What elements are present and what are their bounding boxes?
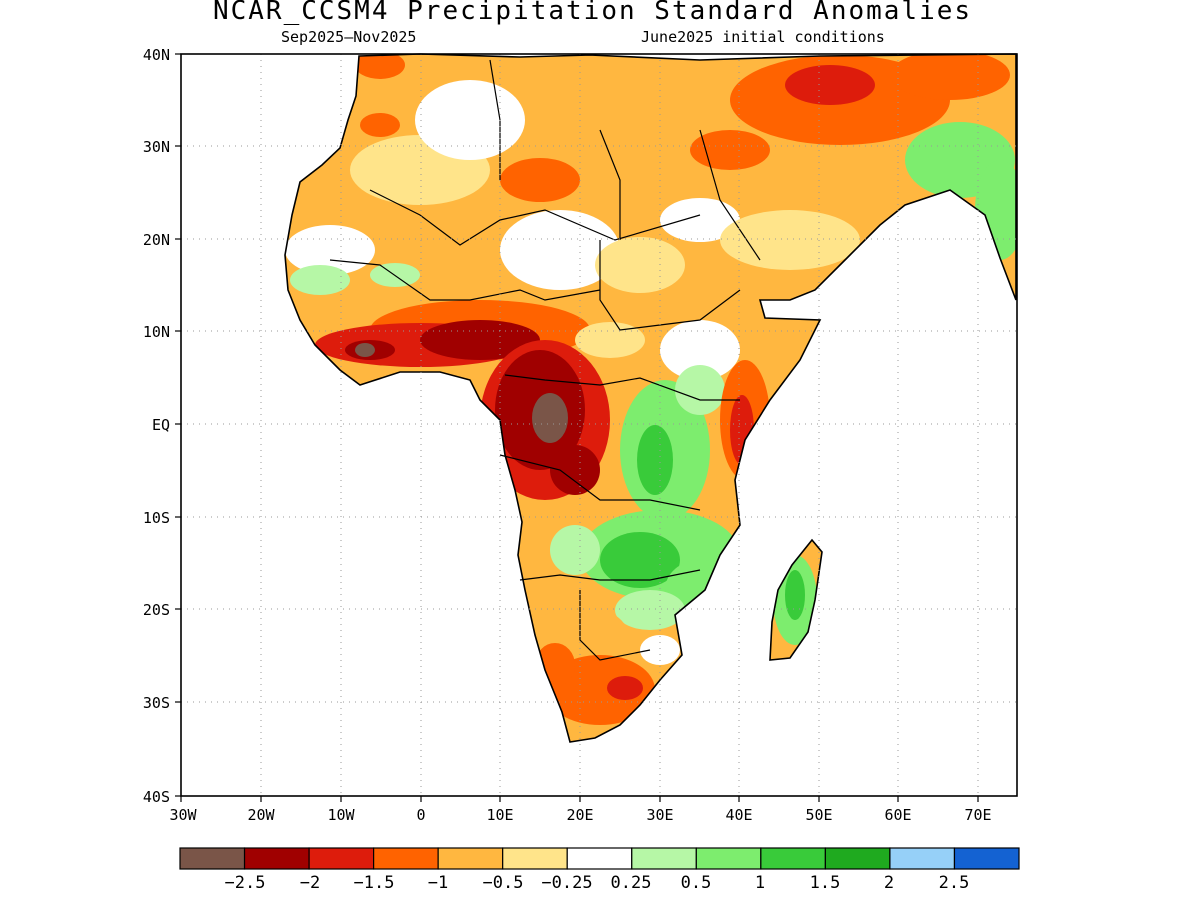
colorbar-label: −2 (300, 873, 320, 893)
colorbar-swatch (824, 847, 891, 870)
lon-label: 20E (566, 806, 593, 824)
colorbar-label: 2 (884, 873, 894, 893)
lat-label: 40S (143, 788, 170, 806)
colorbar-swatch (308, 847, 375, 870)
lon-label: 60E (884, 806, 911, 824)
colorbar-label: −0.5 (483, 873, 524, 893)
initial-conditions: June2025 initial conditions (641, 28, 885, 46)
colorbar-swatches (179, 847, 1020, 870)
lat-axis-labels: 40N 30N 20N 10N EQ 10S 20S 30S 40S (143, 46, 170, 806)
forecast-period: Sep2025—Nov2025 (281, 28, 417, 46)
lon-label: 10E (486, 806, 513, 824)
colorbar-label: 1 (755, 873, 765, 893)
colorbar-swatch (889, 847, 956, 870)
colorbar-swatch (502, 847, 568, 870)
colorbar-label: −0.25 (541, 873, 592, 893)
colorbar-label: 0.25 (611, 873, 652, 893)
colorbar-swatch (179, 847, 246, 870)
colorbar-swatch (695, 847, 762, 870)
colorbar-label: 1.5 (810, 873, 841, 893)
lon-label: 30E (646, 806, 673, 824)
chart-title: NCAR_CCSM4 Precipitation Standard Anomal… (212, 0, 973, 26)
lon-axis-labels: 30W 20W 10W 0 10E 20E 30E 40E 50E 60E 70… (169, 806, 991, 824)
lon-label: 20W (247, 806, 275, 824)
colorbar-label: −2.5 (225, 873, 266, 893)
colorbar-swatch (760, 847, 826, 870)
lat-label: 20N (143, 231, 170, 249)
lon-label: 0 (416, 806, 425, 824)
colorbar-swatch (566, 847, 633, 870)
colorbar-swatch (437, 847, 504, 870)
colorbar: −2.5 −2 −1.5 −1 −0.5 −0.25 0.25 0.5 1 1.… (179, 847, 1020, 893)
colorbar-swatch (373, 847, 439, 870)
plot-frame (180, 53, 1018, 797)
colorbar-label: −1 (428, 873, 448, 893)
lon-label: 40E (725, 806, 752, 824)
lon-label: 50E (805, 806, 832, 824)
colorbar-label: 2.5 (939, 873, 970, 893)
colorbar-swatch (953, 847, 1020, 870)
grid (181, 54, 1017, 796)
lat-label: EQ (152, 416, 170, 434)
lat-label: 10N (143, 323, 170, 341)
lat-label: 10S (143, 509, 170, 527)
lon-label: 10W (327, 806, 355, 824)
colorbar-swatch (631, 847, 697, 870)
lat-label: 30N (143, 138, 170, 156)
lat-label: 40N (143, 46, 170, 64)
colorbar-label: 0.5 (681, 873, 712, 893)
country-borders (329, 59, 761, 661)
colorbar-labels: −2.5 −2 −1.5 −1 −0.5 −0.25 0.25 0.5 1 1.… (225, 873, 970, 893)
lon-label: 30W (169, 806, 197, 824)
lon-label: 70E (964, 806, 991, 824)
axis-ticks (175, 53, 979, 802)
lat-label: 20S (143, 601, 170, 619)
colorbar-swatch (243, 847, 310, 870)
lat-label: 30S (143, 694, 170, 712)
colorbar-label: −1.5 (354, 873, 395, 893)
